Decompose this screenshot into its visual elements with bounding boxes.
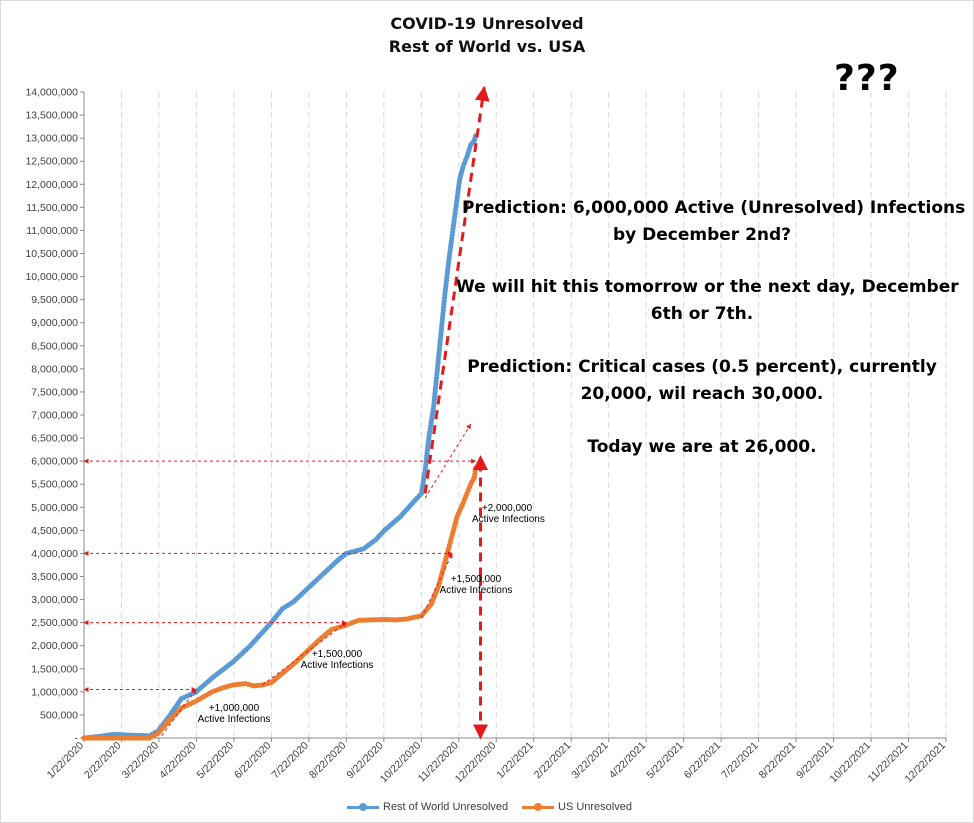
y-tick-label: - bbox=[75, 733, 79, 745]
y-tick-label: 2,000,000 bbox=[31, 640, 78, 652]
y-tick-label: 7,000,000 bbox=[31, 410, 78, 422]
annotation-1-5m-summer: +1,500,000 Active Infections bbox=[295, 649, 379, 671]
annotation-2m-label: Active Infections bbox=[472, 514, 545, 525]
annotation-1m-value: +1,000,000 bbox=[208, 703, 260, 714]
legend-swatch-rest-of-world bbox=[347, 802, 379, 812]
series-point-1 bbox=[472, 465, 479, 471]
annotation-2m: +2,000,000 Active Infections bbox=[472, 503, 545, 525]
y-tick-label: 13,000,000 bbox=[25, 133, 78, 145]
x-tick-label: 1/22/2021 bbox=[494, 740, 536, 782]
annotation-1-5m-fall-label: Active Infections bbox=[439, 585, 513, 596]
y-tick-label: 1,500,000 bbox=[31, 663, 78, 675]
y-tick-label: 9,000,000 bbox=[31, 317, 78, 329]
x-tick-label: 6/22/2020 bbox=[232, 740, 274, 782]
legend-item-us: US Unresolved bbox=[522, 801, 632, 813]
y-tick-label: 4,000,000 bbox=[31, 548, 78, 560]
y-tick-label: 500,000 bbox=[40, 709, 78, 721]
y-tick-label: 8,000,000 bbox=[31, 363, 78, 375]
y-tick-label: 10,000,000 bbox=[25, 271, 78, 283]
y-tick-label: 3,000,000 bbox=[31, 594, 78, 606]
y-tick-label: 12,500,000 bbox=[25, 156, 78, 168]
y-tick-label: 13,500,000 bbox=[25, 110, 78, 122]
x-tick-label: 7/22/2021 bbox=[719, 740, 761, 782]
annotation-1-5m-fall-value: +1,500,000 bbox=[450, 574, 502, 585]
y-tick-label: 2,500,000 bbox=[31, 617, 78, 629]
legend-swatch-us bbox=[522, 802, 554, 812]
arrow-trend-row bbox=[424, 423, 472, 499]
x-tick-label: 4/22/2021 bbox=[607, 740, 649, 782]
x-tick-label: 5/22/2021 bbox=[644, 740, 686, 782]
annotation-1m-label: Active Infections bbox=[197, 714, 271, 725]
critical-note-line-2: 20,000, wil reach 30,000. bbox=[580, 384, 824, 404]
tomorrow-note-line-2: 6th or 7th. bbox=[650, 304, 754, 324]
x-tick-label: 6/22/2021 bbox=[682, 740, 724, 782]
today-note: Today we are at 26,000. bbox=[587, 437, 817, 457]
x-tick-label: 3/22/2020 bbox=[120, 740, 162, 782]
chart-subtitle: Rest of World vs. USA bbox=[388, 37, 586, 56]
arrow-us-1m bbox=[161, 689, 197, 736]
tomorrow-note-line-1: We will hit this tomorrow or the next da… bbox=[456, 277, 959, 297]
x-tick-label: 2/22/2021 bbox=[532, 740, 574, 782]
series-line-1 bbox=[84, 467, 478, 740]
x-tick-label: 5/22/2020 bbox=[195, 740, 237, 782]
chart-title: COVID-19 Unresolved bbox=[390, 14, 584, 33]
x-tick-label: 7/22/2020 bbox=[269, 740, 311, 782]
y-tick-label: 9,500,000 bbox=[31, 294, 78, 306]
legend-label-us: US Unresolved bbox=[558, 801, 632, 813]
question-marks: ??? bbox=[834, 58, 900, 99]
y-tick-label: 5,000,000 bbox=[31, 502, 78, 514]
x-tick-label: 2/22/2020 bbox=[82, 740, 124, 782]
y-tick-label: 11,000,000 bbox=[26, 225, 78, 237]
y-tick-label: 10,500,000 bbox=[25, 248, 78, 260]
annotation-1-5m-summer-value: +1,500,000 bbox=[311, 649, 363, 660]
y-tick-label: 3,500,000 bbox=[31, 571, 78, 583]
x-tick-label: 8/22/2020 bbox=[307, 740, 349, 782]
y-tick-label: 6,000,000 bbox=[31, 456, 78, 468]
prediction-note-line-1: Prediction: 6,000,000 Active (Unresolved… bbox=[462, 198, 966, 218]
critical-note-line-1: Prediction: Critical cases (0.5 percent)… bbox=[467, 357, 937, 377]
arrow-us-2-5m bbox=[262, 622, 347, 686]
y-tick-label: 7,500,000 bbox=[31, 386, 78, 398]
annotation-2m-value: +2,000,000 bbox=[481, 503, 533, 514]
annotation-1-5m-summer-label: Active Infections bbox=[300, 660, 374, 671]
x-tick-label: 3/22/2021 bbox=[569, 740, 611, 782]
legend-label-rest-of-world: Rest of World Unresolved bbox=[383, 801, 509, 813]
x-tick-label: 12/22/2021 bbox=[902, 740, 948, 786]
series-line-0 bbox=[83, 135, 478, 740]
y-tick-label: 4,500,000 bbox=[31, 525, 78, 537]
annotation-1m: +1,000,000 Active Infections bbox=[192, 703, 276, 725]
legend-item-rest-of-world: Rest of World Unresolved bbox=[347, 801, 508, 813]
y-tick-label: 11,500,000 bbox=[26, 202, 78, 214]
y-tick-label: 12,000,000 bbox=[25, 179, 78, 191]
arrow-trend-row-bold bbox=[423, 85, 490, 494]
y-tick-label: 5,500,000 bbox=[31, 479, 78, 491]
y-tick-label: 1,000,000 bbox=[31, 686, 78, 698]
x-tick-label: 12/22/2020 bbox=[453, 740, 499, 786]
annotation-1-5m-fall: +1,500,000 Active Infections bbox=[434, 574, 518, 596]
y-tick-label: 6,500,000 bbox=[31, 433, 78, 445]
x-tick-label: 8/22/2021 bbox=[757, 740, 799, 782]
y-tick-label: 8,500,000 bbox=[31, 340, 78, 352]
prediction-note-line-2: by December 2nd? bbox=[612, 225, 792, 245]
x-tick-label: 4/22/2020 bbox=[157, 740, 199, 782]
y-tick-label: 14,000,000 bbox=[25, 87, 78, 99]
x-tick-label: 1/22/2020 bbox=[45, 740, 87, 782]
